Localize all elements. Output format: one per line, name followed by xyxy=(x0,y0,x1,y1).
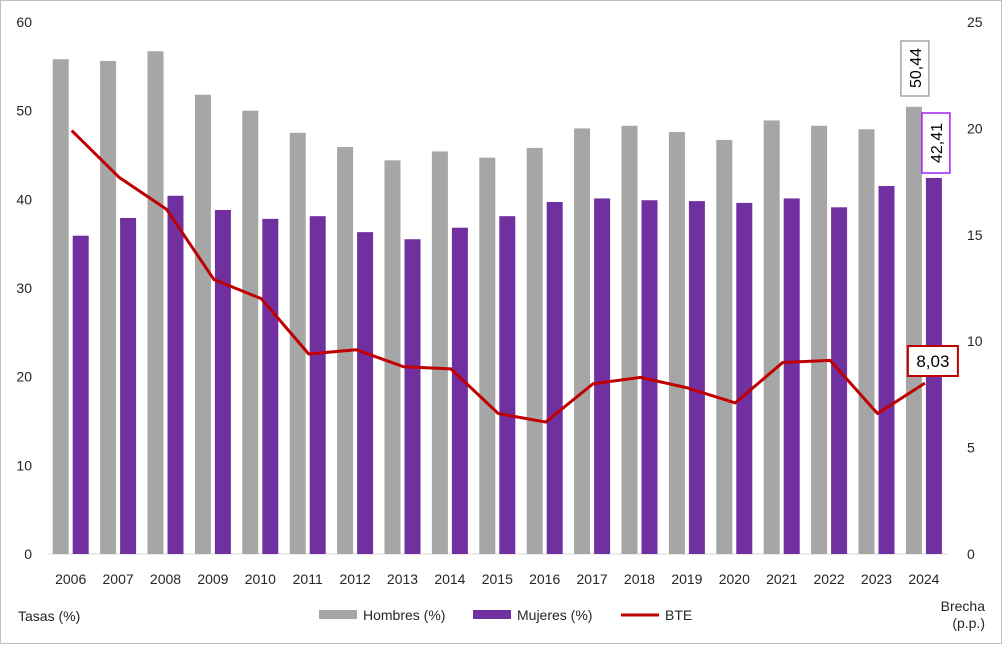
y-left-tick-label: 60 xyxy=(16,14,32,30)
bar-hombres xyxy=(242,111,258,554)
bar-hombres xyxy=(195,95,211,554)
data-label-bte: 8,03 xyxy=(916,352,949,371)
bar-mujeres xyxy=(594,198,610,554)
bar-hombres xyxy=(669,132,685,554)
y-right-tick-label: 5 xyxy=(967,440,975,456)
bar-mujeres xyxy=(215,210,231,554)
bar-mujeres xyxy=(547,202,563,554)
bar-mujeres xyxy=(452,228,468,554)
bar-mujeres xyxy=(310,216,326,554)
bar-mujeres xyxy=(262,219,278,554)
bar-hombres xyxy=(100,61,116,554)
x-tick-label: 2024 xyxy=(908,571,939,587)
y-right-tick-label: 0 xyxy=(967,546,975,562)
bar-mujeres xyxy=(879,186,895,554)
bar-mujeres xyxy=(689,201,705,554)
x-tick-label: 2019 xyxy=(671,571,702,587)
legend-label: Hombres (%) xyxy=(363,607,445,623)
bar-mujeres xyxy=(831,207,847,554)
bar-hombres xyxy=(811,126,827,554)
x-tick-label: 2008 xyxy=(150,571,181,587)
y-right-axis-title: Brecha(p.p.) xyxy=(941,598,986,631)
x-tick-label: 2020 xyxy=(719,571,750,587)
bar-hombres xyxy=(385,160,401,554)
x-tick-label: 2009 xyxy=(197,571,228,587)
y-left-tick-label: 50 xyxy=(16,103,32,119)
x-tick-label: 2017 xyxy=(577,571,608,587)
y-left-tick-label: 20 xyxy=(16,369,32,385)
x-tick-label: 2013 xyxy=(387,571,418,587)
x-tick-label: 2018 xyxy=(624,571,655,587)
x-tick-label: 2007 xyxy=(103,571,134,587)
x-tick-label: 2023 xyxy=(861,571,892,587)
bar-hombres xyxy=(574,128,590,554)
x-tick-label: 2014 xyxy=(434,571,465,587)
x-tick-label: 2006 xyxy=(55,571,86,587)
x-tick-label: 2012 xyxy=(340,571,371,587)
x-tick-label: 2022 xyxy=(814,571,845,587)
bar-mujeres xyxy=(73,236,89,554)
legend-label: Mujeres (%) xyxy=(517,607,592,623)
bar-hombres xyxy=(527,148,543,554)
bar-hombres xyxy=(479,158,495,554)
bar-mujeres xyxy=(736,203,752,554)
bar-hombres xyxy=(622,126,638,554)
bar-mujeres xyxy=(120,218,136,554)
x-tick-label: 2011 xyxy=(293,571,323,587)
legend-label: BTE xyxy=(665,607,692,623)
x-tick-label: 2015 xyxy=(482,571,513,587)
data-label-hombres: 50,44 xyxy=(908,48,925,88)
bar-mujeres xyxy=(784,198,800,554)
y-right-tick-label: 10 xyxy=(967,333,983,349)
y-left-tick-label: 0 xyxy=(24,546,32,562)
y-left-axis-title: Tasas (%) xyxy=(18,608,80,624)
y-right-tick-label: 25 xyxy=(967,14,983,30)
x-tick-label: 2016 xyxy=(529,571,560,587)
bar-mujeres xyxy=(357,232,373,554)
x-tick-label: 2021 xyxy=(766,571,797,587)
data-label-mujeres: 42,41 xyxy=(929,123,946,163)
bar-hombres xyxy=(906,107,922,554)
legend-swatch-1 xyxy=(473,610,511,619)
bar-mujeres xyxy=(499,216,515,554)
bar-hombres xyxy=(148,51,164,554)
bar-mujeres xyxy=(405,239,421,554)
bar-hombres xyxy=(716,140,732,554)
y-right-tick-label: 15 xyxy=(967,227,983,243)
bar-hombres xyxy=(53,59,69,554)
bar-hombres xyxy=(432,151,448,554)
y-left-tick-label: 10 xyxy=(16,457,32,473)
y-right-tick-label: 20 xyxy=(967,120,983,136)
y-left-tick-label: 30 xyxy=(16,280,32,296)
legend-swatch-0 xyxy=(319,610,357,619)
bar-hombres xyxy=(764,120,780,554)
x-tick-label: 2010 xyxy=(245,571,276,587)
y-left-tick-label: 40 xyxy=(16,191,32,207)
bar-mujeres xyxy=(168,196,184,554)
bar-hombres xyxy=(859,129,875,554)
